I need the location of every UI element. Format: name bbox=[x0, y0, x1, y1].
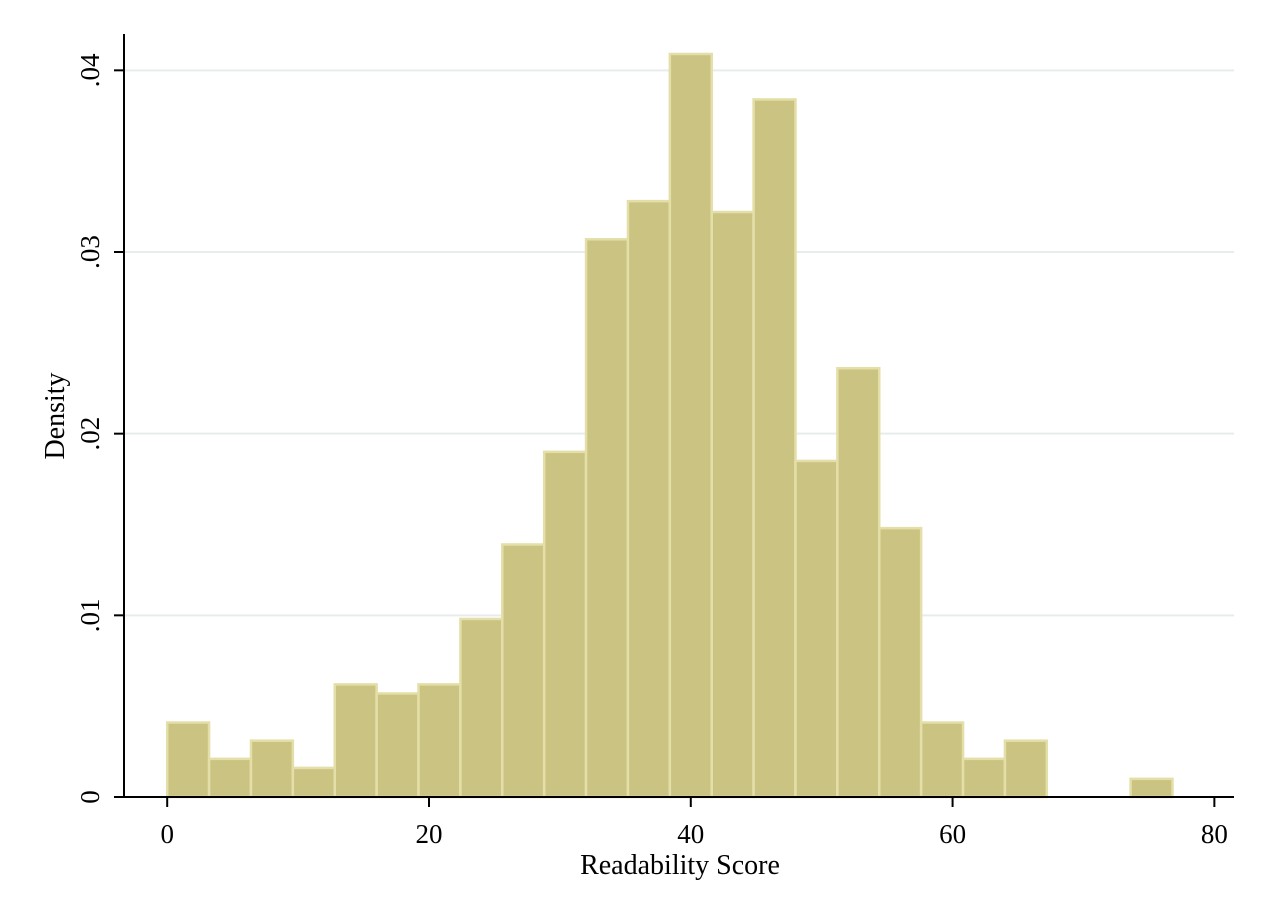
histogram-bar bbox=[878, 526, 923, 799]
histogram-bar bbox=[1129, 777, 1174, 799]
histogram-bar bbox=[375, 692, 420, 799]
histogram-bar bbox=[249, 739, 295, 799]
histogram-bar bbox=[584, 238, 630, 799]
x-tick-label: 80 bbox=[1201, 819, 1228, 849]
histogram-bar bbox=[1003, 739, 1049, 799]
histogram-bar bbox=[752, 98, 797, 799]
axes bbox=[123, 34, 1234, 798]
histogram-bar bbox=[710, 210, 755, 799]
y-axis-title: Density bbox=[40, 372, 71, 459]
histogram-bar bbox=[165, 721, 211, 799]
y-tick-label: .01 bbox=[75, 598, 105, 632]
histogram-bar bbox=[207, 757, 253, 799]
histogram-bar bbox=[626, 199, 672, 799]
histogram-bar bbox=[542, 450, 588, 799]
histogram-bar bbox=[501, 543, 546, 799]
histogram-bar bbox=[794, 459, 839, 799]
y-tick-label: .02 bbox=[75, 417, 105, 451]
histogram-bars bbox=[165, 52, 1174, 799]
y-axis-ticks: 0 .01 .02 .03 .04 bbox=[75, 53, 124, 804]
x-tick-label: 40 bbox=[677, 819, 704, 849]
histogram-bar bbox=[459, 617, 504, 799]
histogram-bar bbox=[291, 766, 336, 799]
histogram-bar bbox=[417, 683, 462, 799]
x-tick-label: 60 bbox=[939, 819, 966, 849]
x-tick-label: 0 bbox=[160, 819, 174, 849]
histogram-bar bbox=[961, 757, 1007, 799]
x-axis-ticks: 0 20 40 60 80 bbox=[160, 797, 1228, 849]
x-tick-label: 20 bbox=[415, 819, 442, 849]
histogram-bar bbox=[836, 367, 881, 799]
y-tick-label: 0 bbox=[75, 790, 105, 804]
y-tick-label: .03 bbox=[75, 235, 105, 269]
histogram-bar bbox=[919, 721, 965, 799]
histogram-bar bbox=[668, 52, 713, 799]
y-tick-label: .04 bbox=[75, 53, 105, 87]
histogram-bar bbox=[333, 683, 378, 799]
x-axis-title: Readability Score bbox=[580, 850, 780, 881]
